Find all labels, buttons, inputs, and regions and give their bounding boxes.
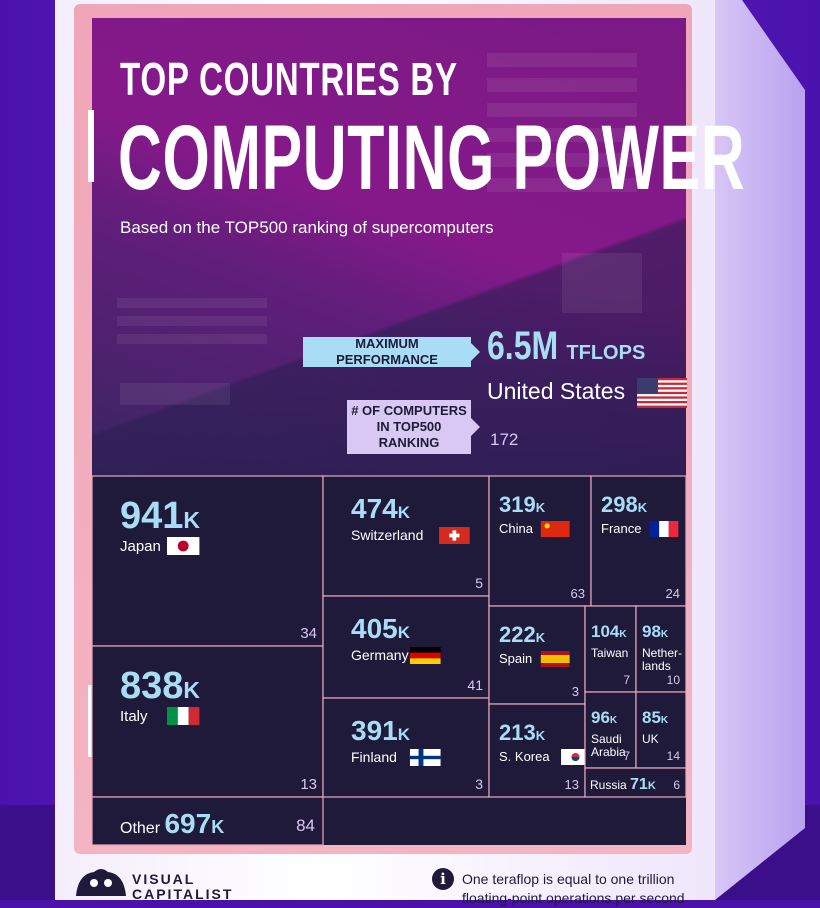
decor-stripe (487, 78, 637, 92)
decor-stripe (487, 103, 637, 117)
tile-name-italy: Italy (120, 708, 148, 725)
us-unit: TFLOPS (566, 342, 646, 364)
logo-line-1: VISUAL (132, 871, 196, 887)
us-flag-icon (637, 378, 688, 408)
tile-count-france: 24 (666, 586, 680, 601)
tile-count-spain: 3 (572, 684, 579, 699)
computers-count-label: # OF COMPUTERS IN TOP500 RANKING (347, 400, 471, 454)
de-flag-icon (409, 647, 441, 664)
tile-value-china: 319K (499, 492, 546, 517)
decor-stripe (117, 316, 267, 326)
tile-count-uk: 14 (667, 749, 681, 763)
decor-block (562, 253, 642, 313)
tile-value-finland: 391K (351, 715, 411, 746)
edge-accent (88, 110, 94, 182)
us-max-performance: 6.5M TFLOPS (487, 324, 645, 369)
tile-value-netherlands: 98K (642, 622, 669, 641)
tile-count-italy: 13 (300, 776, 317, 793)
tile-count-netherlands: 10 (667, 673, 681, 687)
tile-value-switzerland: 474K (351, 493, 411, 524)
tile-name-saudi-arabia-1: Saudi (591, 732, 622, 746)
tile-count-switzerland: 5 (475, 575, 483, 591)
tile-value-taiwan: 104K (591, 622, 627, 641)
decor-stripe (487, 128, 637, 142)
tile-count-germany: 41 (467, 677, 483, 693)
treemap-tile-netherlands (635, 605, 687, 693)
tile-label-russia: Russia 71K (590, 776, 656, 793)
treemap-tile-france (590, 475, 687, 607)
tile-value-uk: 85K (642, 708, 669, 727)
treemap-tile-finland (322, 697, 490, 798)
fi-flag-icon (409, 749, 441, 766)
tile-name-netherlands-1: Nether- (642, 646, 682, 660)
server-tower-side (715, 0, 805, 900)
treemap-tile-japan (91, 475, 324, 647)
decor-stripe (117, 334, 267, 344)
edge-accent (88, 685, 94, 757)
fr-flag-icon (649, 521, 679, 537)
tile-name-spain: Spain (499, 651, 532, 666)
logo-line-2: CAPITALIST (132, 886, 234, 902)
tile-label-other: Other 697K (120, 808, 224, 839)
tile-name-s-korea: S. Korea (499, 749, 550, 764)
tile-count-s-korea: 13 (565, 777, 579, 792)
max-performance-label: MAXIMUM PERFORMANCE (303, 336, 471, 367)
us-value: 6.5M (487, 324, 559, 368)
tile-count-china: 63 (571, 586, 585, 601)
it-flag-icon (167, 707, 200, 725)
title-line-2: COMPUTING POWER (118, 107, 746, 209)
computers-label-line-2: IN TOP500 RANKING (376, 418, 442, 451)
tile-count-other: 84 (296, 816, 315, 835)
tile-count-saudi-arabia: 7 (623, 749, 630, 763)
tile-name-uk: UK (642, 732, 659, 746)
treemap-tile-uk (635, 691, 687, 769)
treemap-tile-italy (91, 645, 324, 798)
decor-stripe (487, 53, 637, 67)
treemap-tile-taiwan (584, 605, 637, 693)
decor-stripe (487, 153, 637, 167)
tile-name-china: China (499, 521, 534, 536)
tile-value-france: 298K (601, 492, 648, 517)
us-computer-count: 172 (490, 430, 519, 449)
treemap-tile-china (488, 475, 592, 607)
tile-name-taiwan: Taiwan (591, 646, 628, 660)
tile-count-taiwan: 7 (623, 673, 630, 687)
tile-value-japan: 941K (120, 495, 200, 537)
us-country-name: United States (487, 378, 688, 408)
tile-value-spain: 222K (499, 622, 546, 647)
tile-name-switzerland: Switzerland (351, 527, 423, 543)
tile-value-germany: 405K (351, 613, 411, 644)
decor-stripe (117, 298, 267, 308)
tile-value-s-korea: 213K (499, 720, 546, 745)
tile-name-japan: Japan (120, 538, 161, 555)
tile-value-saudi-arabia: 96K (591, 708, 618, 727)
tile-name-saudi-arabia-2: Arabia (591, 745, 626, 759)
kr-flag-icon (561, 749, 590, 765)
tile-count-japan: 34 (300, 625, 317, 642)
tile-name-netherlands-2: lands (642, 659, 671, 673)
treemap-tile-russia (584, 767, 687, 798)
teraflop-note: One teraflop is equal to one trillion fl… (462, 871, 685, 906)
jp-flag-icon (167, 537, 200, 555)
tile-name-finland: Finland (351, 749, 397, 765)
tile-count-russia: 6 (673, 778, 680, 792)
decor-stripe (487, 178, 637, 192)
tile-name-france: France (601, 521, 641, 536)
tile-count-finland: 3 (475, 776, 483, 792)
tile-value-italy: 838K (120, 665, 200, 707)
ch-flag-icon (439, 527, 470, 544)
title-line-1: TOP COUNTRIES BY (120, 53, 458, 105)
us-name-text: United States (487, 378, 626, 405)
decor-block (120, 383, 230, 405)
es-flag-icon (540, 651, 570, 667)
treemap-tile-other (91, 796, 324, 846)
subtitle: Based on the TOP500 ranking of supercomp… (120, 218, 494, 237)
visual-capitalist-logo-text: VISUAL CAPITALIST (132, 872, 233, 902)
info-icon: i (432, 868, 454, 890)
cn-flag-icon (540, 521, 570, 537)
computers-label-line-1: # OF COMPUTERS (351, 402, 467, 418)
tile-name-germany: Germany (351, 647, 409, 663)
visual-capitalist-logo-icon (76, 869, 126, 896)
